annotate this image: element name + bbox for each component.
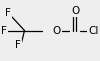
Text: F: F <box>15 40 21 50</box>
Text: F: F <box>5 8 11 18</box>
Text: O: O <box>71 6 80 16</box>
Text: F: F <box>1 25 7 36</box>
Text: Cl: Cl <box>88 25 99 36</box>
Text: O: O <box>52 25 61 36</box>
